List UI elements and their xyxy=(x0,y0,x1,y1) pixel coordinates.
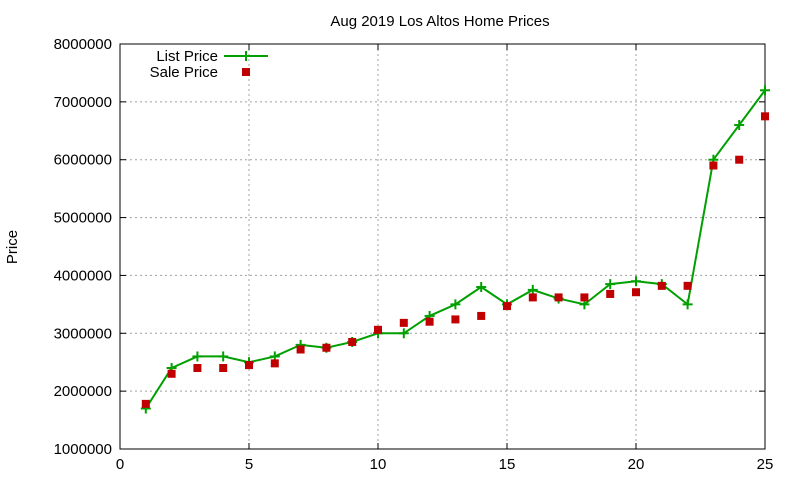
list-price-point xyxy=(192,351,203,362)
series xyxy=(140,85,770,414)
sale-price-point xyxy=(632,288,640,297)
list-price-point xyxy=(605,279,616,290)
list-price-line xyxy=(144,89,766,410)
sale-price-point xyxy=(374,325,382,334)
sale-price-point xyxy=(761,112,769,121)
x-tick-label: 20 xyxy=(628,456,645,473)
sale-price-point xyxy=(348,337,357,346)
x-tick-label: 10 xyxy=(370,456,387,473)
series-1 xyxy=(141,112,769,408)
list-price-point xyxy=(398,328,409,339)
list-price-point xyxy=(734,120,745,130)
sale-price-point xyxy=(270,359,279,368)
y-tick-label: 6000000 xyxy=(54,152,112,169)
sale-price-point xyxy=(683,281,692,290)
sale-price-point xyxy=(399,318,408,327)
legend-square-marker xyxy=(242,68,250,76)
list-price-point xyxy=(682,299,693,310)
chart-title: Aug 2019 Los Altos Home Prices xyxy=(330,13,549,30)
sale-price-point xyxy=(167,369,176,378)
sale-price-point xyxy=(580,293,589,302)
sale-price-point xyxy=(451,315,460,324)
y-tick-label: 1000000 xyxy=(54,441,112,458)
y-axis-label: Price xyxy=(4,230,21,264)
y-tick-label: 8000000 xyxy=(54,36,112,53)
sale-price-point xyxy=(554,293,563,302)
list-price-point xyxy=(760,85,770,96)
x-tick-label: 15 xyxy=(499,456,516,473)
sale-price-point xyxy=(477,311,486,320)
plot-frame xyxy=(119,43,766,450)
legend-plus-marker xyxy=(241,51,251,61)
y-tick-label: 5000000 xyxy=(54,210,112,227)
sale-price-point xyxy=(193,364,202,372)
list-price-point xyxy=(218,351,229,362)
sale-price-point xyxy=(141,399,150,408)
y-tick-label: 2000000 xyxy=(54,383,112,400)
sale-price-point xyxy=(657,281,666,290)
sale-price-point xyxy=(709,161,718,170)
sale-price-point xyxy=(296,345,305,354)
series-0 xyxy=(140,85,770,414)
sale-price-point xyxy=(503,302,511,311)
y-tick-label: 4000000 xyxy=(54,267,112,284)
x-tick-label: 25 xyxy=(757,456,774,473)
sale-price-point xyxy=(245,361,253,370)
list-price-point xyxy=(527,284,538,295)
sale-price-point xyxy=(606,289,615,298)
legend-label: Sale Price xyxy=(150,64,218,81)
legend-label: List Price xyxy=(156,48,218,65)
x-tick-label: 5 xyxy=(245,456,253,473)
sale-price-point xyxy=(425,317,434,326)
grid-lines xyxy=(120,44,765,449)
x-tick-label: 0 xyxy=(116,456,124,473)
axes: 0 5 10 15 20 25 1000000 2000000 3000000 4000000 50… xyxy=(54,36,774,473)
list-price-point xyxy=(450,299,461,310)
list-price-point xyxy=(476,282,487,292)
y-tick-label: 3000000 xyxy=(54,325,112,342)
sale-price-point xyxy=(735,155,744,164)
list-price-point xyxy=(631,276,641,287)
sale-price-point xyxy=(219,364,228,372)
sale-price-point xyxy=(528,293,537,302)
sale-price-point xyxy=(322,343,331,352)
y-tick-label: 7000000 xyxy=(54,94,112,111)
